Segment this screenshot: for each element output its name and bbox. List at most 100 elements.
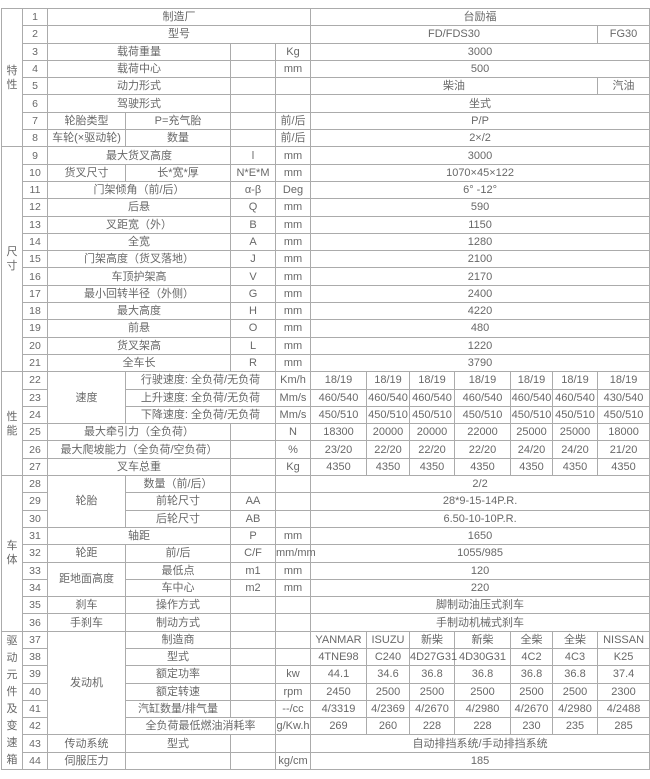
spec-label-cell: 轮胎 — [47, 475, 126, 528]
spec-label-cell — [230, 59, 276, 79]
spec-value-cell: 460/540 — [366, 388, 410, 407]
spec-value-cell: 1650 — [309, 526, 650, 546]
spec-value-cell: 4350 — [510, 457, 553, 477]
spec-value-cell: 25000 — [552, 423, 598, 442]
spec-value-cell: 新柴 — [409, 630, 455, 649]
spec-label-cell — [275, 630, 311, 649]
spec-label-cell: 手刹车 — [47, 613, 126, 632]
spec-label-cell: H — [230, 302, 276, 321]
row-number-cell: 5 — [22, 77, 48, 96]
spec-label-cell: kw — [275, 665, 311, 684]
spec-label-cell: 制动方式 — [125, 613, 231, 632]
spec-label-cell: 车顶护架高 — [47, 267, 231, 286]
spec-value-cell: 230 — [510, 717, 553, 736]
spec-label-cell: l — [230, 146, 276, 165]
spec-value-cell: 4C2 — [510, 647, 553, 667]
spec-label-cell: G — [230, 284, 276, 304]
spec-value-cell: 4350 — [552, 457, 598, 477]
spec-label-cell: AA — [230, 492, 276, 511]
row-number-cell: 31 — [22, 526, 48, 546]
spec-label-cell: 最大高度 — [47, 302, 231, 321]
row-number-cell: 14 — [22, 232, 48, 252]
spec-label-cell: 型号 — [47, 25, 311, 44]
spec-value-cell: 18/19 — [510, 371, 553, 390]
spec-value-cell: 22/20 — [366, 440, 410, 459]
spec-label-cell: mm — [275, 353, 311, 373]
spec-label-cell: P — [230, 526, 276, 546]
spec-label-cell: 轴距 — [47, 526, 231, 546]
spec-label-cell — [275, 94, 311, 113]
spec-label-cell: 货叉尺寸 — [47, 163, 126, 182]
spec-label-cell: 门架高度（货叉落地） — [47, 250, 231, 269]
spec-label-cell — [275, 492, 311, 511]
row-number-cell: 28 — [22, 475, 48, 494]
spec-label-cell: Km/h — [275, 371, 311, 390]
spec-value-cell: 4D27G31 — [409, 647, 457, 667]
spec-label-cell — [230, 682, 276, 701]
spec-label-cell — [275, 509, 311, 528]
spec-value-cell: 22000 — [454, 423, 511, 442]
spec-value-cell: 450/510 — [510, 405, 553, 425]
spec-value-cell: 460/540 — [510, 388, 553, 407]
spec-label-cell: 前/后 — [125, 544, 231, 563]
spec-value-cell: 185 — [309, 751, 650, 771]
spec-value-cell: 4/2980 — [454, 699, 511, 719]
spec-value-cell: 22/20 — [454, 440, 511, 459]
spec-label-cell: 额定转速 — [125, 682, 231, 701]
row-number-cell: 10 — [22, 163, 48, 182]
spec-value-cell: 3790 — [309, 353, 650, 373]
category-label: 特性 — [6, 64, 18, 91]
spec-value-cell: 柴油 — [310, 77, 598, 96]
row-number-cell: 22 — [22, 371, 48, 390]
spec-value-cell: 2300 — [596, 682, 650, 701]
spec-value-cell: 4/2980 — [552, 699, 598, 719]
category-cell: 驱动元件及变速箱 — [1, 630, 23, 771]
spec-value-cell: 235 — [552, 717, 598, 736]
spec-label-cell: 驾驶形式 — [47, 94, 231, 113]
spec-value-cell: 2500 — [454, 682, 511, 701]
row-number-cell: 24 — [22, 405, 48, 425]
spec-label-cell: mm — [275, 302, 311, 321]
spec-value-cell: 台励福 — [309, 7, 650, 27]
spec-label-cell: mm — [275, 578, 311, 598]
spec-label-cell: mm — [275, 526, 311, 546]
spec-value-cell: 450/510 — [310, 405, 367, 425]
spec-label-cell: mm — [275, 163, 311, 182]
spec-value-cell: 4350 — [409, 457, 455, 477]
spec-value-cell: 228 — [409, 717, 455, 736]
spec-label-cell — [230, 751, 276, 771]
spec-label-cell: % — [275, 440, 311, 459]
row-number-cell: 35 — [22, 596, 48, 615]
category-cell: 特性 — [1, 7, 23, 148]
spec-label-cell — [230, 647, 276, 667]
spec-label-cell — [275, 596, 311, 615]
spec-value-cell: P/P — [309, 111, 650, 131]
category-label: 性能 — [6, 410, 18, 437]
spec-label-cell: AB — [230, 509, 276, 528]
spec-value-cell: 1055/985 — [309, 544, 650, 563]
row-number-cell: 33 — [22, 561, 48, 580]
spec-label-cell: 制造商 — [125, 630, 231, 649]
spec-value-cell: 4C3 — [552, 647, 598, 667]
row-number-cell: 40 — [22, 682, 48, 701]
category-label: 驱动元件及变速箱 — [6, 634, 18, 766]
spec-value-cell: NISSAN — [596, 630, 650, 649]
spec-value-cell: 3000 — [309, 146, 650, 165]
spec-label-cell: mm — [275, 336, 311, 355]
spec-label-cell — [275, 734, 311, 753]
spec-label-cell: 前悬 — [47, 319, 231, 338]
spec-label-cell: mm — [275, 561, 311, 580]
spec-label-cell — [230, 423, 276, 442]
row-number-cell: 12 — [22, 198, 48, 217]
spec-label-cell: 数量 — [125, 129, 231, 148]
spec-value-cell: 37.4 — [596, 665, 650, 684]
spec-value-cell: 汽油 — [596, 77, 650, 96]
spec-value-cell: 260 — [366, 717, 410, 736]
row-number-cell: 3 — [22, 42, 48, 61]
spec-label-cell: L — [230, 336, 276, 355]
spec-value-cell: 2/2 — [309, 475, 650, 494]
spec-value-cell: K25 — [596, 647, 650, 667]
spec-label-cell: C/F — [230, 544, 276, 563]
spec-label-cell: mm — [275, 250, 311, 269]
